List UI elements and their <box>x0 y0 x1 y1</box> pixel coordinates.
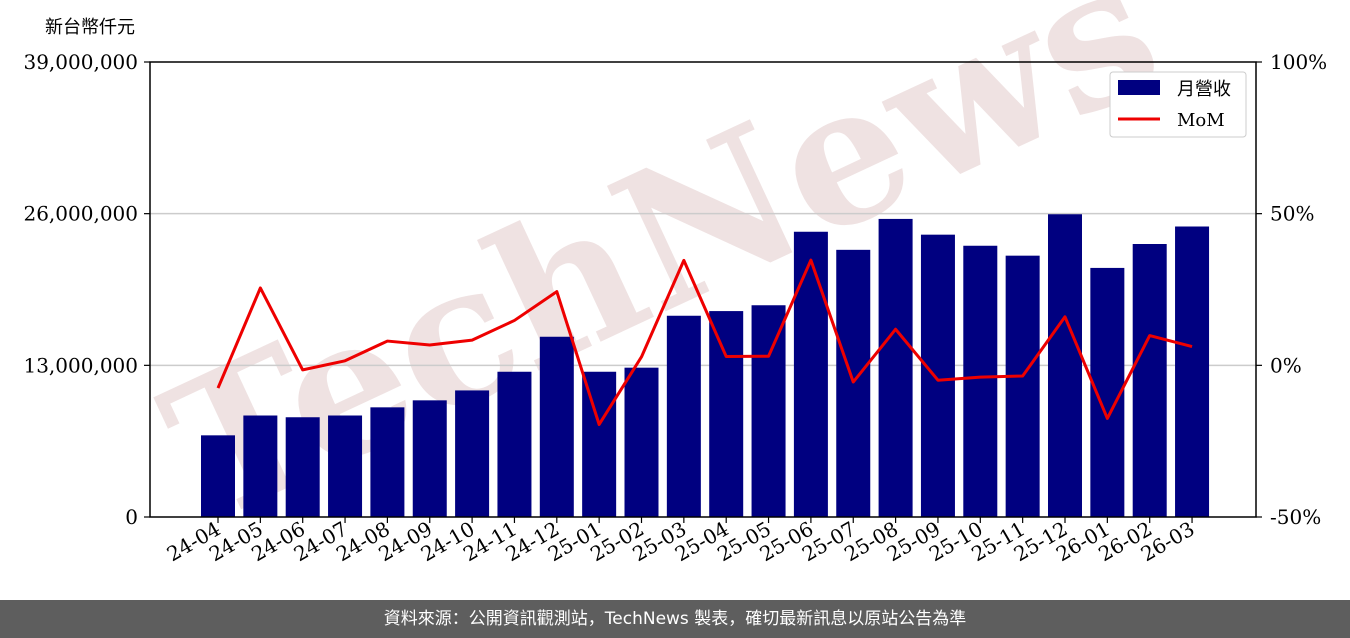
y-left-tick-label: 39,000,000 <box>23 50 138 74</box>
mom-line <box>216 258 1193 426</box>
revenue-bar <box>582 371 617 517</box>
y-right-tick-label: -50% <box>1270 505 1321 529</box>
y-left-tick-label: 0 <box>125 505 138 529</box>
revenue-bar <box>751 305 786 517</box>
revenue-bar <box>412 400 447 517</box>
revenue-bar <box>539 336 574 517</box>
revenue-bar <box>1005 255 1040 517</box>
revenue-bar <box>920 234 955 517</box>
revenue-bar <box>1048 214 1082 517</box>
revenue-bar <box>963 245 998 517</box>
legend-label-mom: MoM <box>1177 110 1225 131</box>
revenue-bar <box>709 311 744 517</box>
revenue-bar <box>1175 226 1210 517</box>
revenue-bar <box>328 415 363 517</box>
y-right-tick-label: 100% <box>1270 50 1327 74</box>
y-right-tick-label: 0% <box>1270 353 1302 377</box>
legend-bar-swatch <box>1118 80 1160 95</box>
revenue-bar <box>370 407 405 517</box>
source-footer: 資料來源：公開資訊觀測站，TechNews 製表，確切最新訊息以原站公告為準 <box>0 600 1350 638</box>
revenue-bar <box>793 231 828 517</box>
revenue-bar <box>878 218 913 517</box>
revenue-bar <box>666 315 701 517</box>
legend-label-revenue: 月營收 <box>1177 79 1231 100</box>
y-axis-unit-label: 新台幣仟元 <box>45 17 135 38</box>
legend: 月營收 MoM <box>1109 71 1247 138</box>
revenue-bar <box>455 390 490 517</box>
revenue-bar <box>285 417 320 517</box>
revenue-chart: TechNews 013,000,00026,000,00039,000,000… <box>23 0 1327 566</box>
revenue-bar <box>243 415 278 517</box>
revenue-bar <box>1132 244 1167 517</box>
revenue-bar <box>497 371 532 517</box>
revenue-bar <box>201 435 235 517</box>
y-left-tick-label: 13,000,000 <box>23 353 138 377</box>
y-left-tick-label: 26,000,000 <box>23 202 138 226</box>
y-right-tick-label: 50% <box>1270 202 1314 226</box>
revenue-bar <box>624 367 659 517</box>
plot-frame <box>149 61 1257 518</box>
